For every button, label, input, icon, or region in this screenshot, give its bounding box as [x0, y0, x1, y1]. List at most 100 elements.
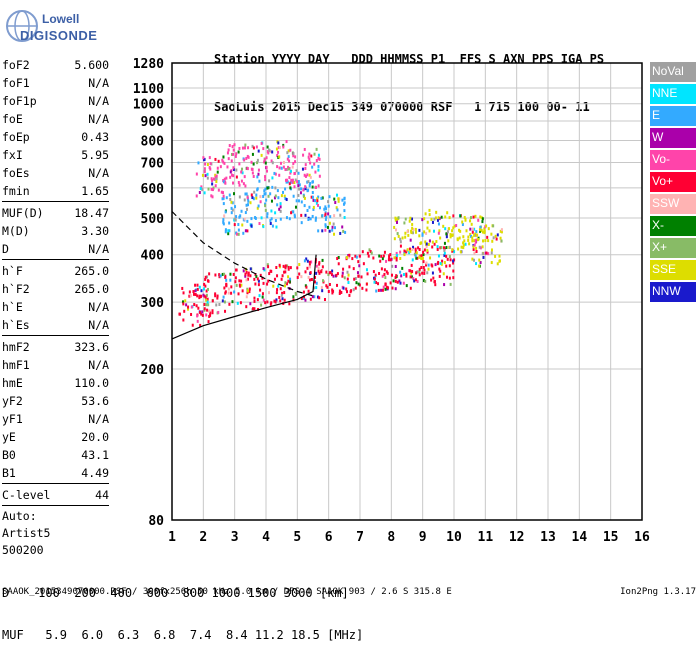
data-point [231, 300, 234, 304]
data-point [273, 196, 276, 200]
parameter-label: M(D) [2, 224, 30, 238]
data-point [296, 180, 299, 184]
data-point [315, 264, 318, 268]
data-point [208, 309, 211, 313]
version-label: Ion2Png 1.3.17 [620, 587, 696, 597]
data-point [403, 253, 406, 257]
data-point [473, 239, 476, 243]
data-point [320, 196, 323, 200]
data-point [240, 209, 243, 213]
data-point [358, 254, 361, 258]
data-point [391, 264, 394, 268]
data-point [309, 297, 312, 301]
data-point [195, 194, 198, 198]
data-point [310, 260, 313, 264]
parameter-value: N/A [88, 318, 109, 332]
data-point [220, 190, 223, 194]
data-point [416, 270, 419, 274]
data-point [203, 191, 206, 195]
data-point [357, 274, 360, 278]
data-point [204, 275, 207, 279]
data-point [237, 292, 240, 296]
data-point [423, 248, 426, 252]
data-point [472, 245, 475, 249]
data-point [265, 198, 268, 202]
data-point [244, 184, 247, 188]
data-point [424, 240, 427, 244]
data-point [418, 273, 421, 277]
data-point [381, 257, 384, 261]
data-point [247, 199, 250, 203]
data-point [494, 234, 497, 238]
data-point [309, 161, 312, 165]
data-point [275, 298, 278, 302]
data-point [492, 236, 495, 240]
muf-table: D 100 200 400 600 800 1000 1500 3000 [km… [2, 558, 363, 656]
data-point [286, 180, 289, 184]
data-point [254, 216, 257, 220]
data-point [202, 293, 205, 297]
data-point [345, 256, 348, 260]
data-point [335, 206, 338, 210]
parameter-value: 4.49 [81, 466, 109, 480]
autoscale-note: Auto: [2, 509, 37, 523]
data-point [233, 217, 236, 221]
parameter-row: B0 43.1 [2, 446, 109, 464]
data-point [378, 271, 381, 275]
data-point [496, 262, 499, 266]
data-point [490, 232, 493, 236]
data-point [487, 252, 490, 256]
data-point [306, 208, 309, 212]
data-point [208, 272, 211, 276]
data-point [280, 194, 283, 198]
data-point [416, 256, 419, 260]
data-point [365, 282, 368, 286]
data-point [228, 144, 231, 148]
data-point [243, 146, 246, 150]
data-point [436, 245, 439, 249]
data-point [205, 313, 208, 317]
data-point [209, 167, 212, 171]
data-point [440, 245, 443, 249]
data-point [201, 310, 204, 314]
parameter-label: yE [2, 430, 16, 444]
data-point [331, 228, 334, 232]
data-point [330, 273, 333, 277]
data-point [203, 157, 206, 161]
data-point [348, 293, 351, 297]
data-point [412, 277, 415, 281]
data-point [397, 234, 400, 238]
distance-row: D 100 200 400 600 800 1000 1500 3000 [km… [2, 586, 349, 600]
data-point [214, 173, 217, 177]
data-point [342, 229, 345, 233]
data-point [307, 155, 310, 159]
data-point [428, 239, 431, 243]
data-point [424, 279, 427, 283]
data-point [303, 173, 306, 177]
data-point [293, 213, 296, 217]
data-point [470, 222, 473, 226]
data-point [341, 271, 344, 275]
data-point [242, 269, 245, 273]
data-point [433, 242, 436, 246]
data-point [292, 210, 295, 214]
data-point [311, 185, 314, 189]
data-point [231, 208, 234, 212]
data-point [357, 260, 360, 264]
data-point [388, 256, 391, 260]
data-point [229, 278, 232, 282]
parameter-row: hmF1 N/A [2, 356, 109, 374]
data-point [198, 191, 201, 195]
parameter-value: 20.0 [81, 430, 109, 444]
data-point [351, 257, 354, 261]
data-point [190, 312, 193, 316]
data-point [250, 160, 253, 164]
parameter-label: hmF2 [2, 340, 30, 354]
data-point [475, 246, 478, 250]
data-point [474, 214, 477, 218]
y-tick-label: 1280 [133, 57, 164, 72]
data-point [426, 248, 429, 252]
data-point [477, 237, 480, 241]
data-point [396, 217, 399, 221]
data-point [283, 291, 286, 295]
